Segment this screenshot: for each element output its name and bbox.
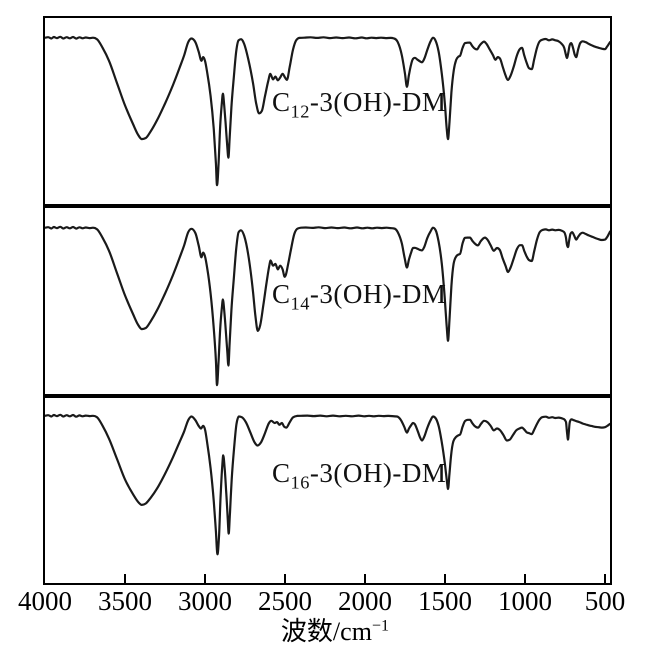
spectrum-curve-c12: [45, 35, 610, 187]
spectrum-panel-c12: C12-3(OH)-DM: [43, 16, 612, 206]
label-prefix: C: [272, 279, 291, 309]
spectrum-panel-c14: C14-3(OH)-DM: [43, 206, 612, 396]
spectrum-panel-c16: C16-3(OH)-DM: [43, 396, 612, 585]
label-subscript: 16: [290, 472, 310, 493]
x-axis-title-text: 波数/cm: [280, 617, 372, 646]
x-tick-label-1500: 1500: [418, 586, 472, 616]
x-tick-label-2000: 2000: [338, 586, 392, 616]
x-tick-label-1000: 1000: [498, 586, 552, 616]
spectrum-label-c14: C14-3(OH)-DM: [272, 279, 447, 314]
spectrum-line: [45, 413, 610, 556]
spectrum-line: [45, 35, 610, 187]
spectrum-line: [45, 225, 610, 387]
label-subscript: 12: [290, 101, 310, 122]
spectrum-label-c12: C12-3(OH)-DM: [272, 87, 447, 122]
x-tick-label-4000: 4000: [18, 586, 72, 616]
x-tick-label-3000: 3000: [178, 586, 232, 616]
x-tick-label-3500: 3500: [98, 586, 152, 616]
label-suffix: -3(OH)-DM: [309, 458, 447, 488]
label-suffix: -3(OH)-DM: [309, 87, 447, 117]
x-tick-label-2500: 2500: [258, 586, 312, 616]
label-suffix: -3(OH)-DM: [309, 279, 447, 309]
label-prefix: C: [272, 458, 291, 488]
spectrum-curve-c14: [45, 225, 610, 387]
x-axis-title: 波数/cm−1: [281, 616, 389, 649]
x-tick-label-500: 500: [584, 586, 626, 616]
label-subscript: 14: [290, 293, 310, 314]
spectrum-curve-c16: [45, 413, 610, 583]
spectra-panels: C12-3(OH)-DM C14-3(OH)-DM C16-3(OH)-DM: [43, 16, 612, 585]
spectrum-label-c16: C16-3(OH)-DM: [272, 458, 447, 493]
label-prefix: C: [272, 87, 291, 117]
x-axis-title-superscript: −1: [371, 617, 390, 635]
